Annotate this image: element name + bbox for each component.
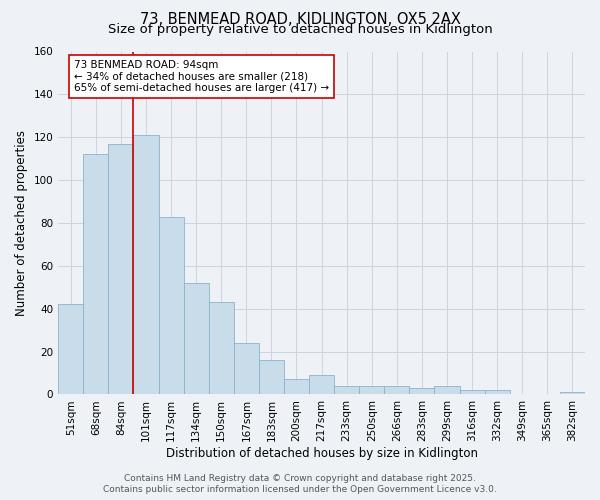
- Bar: [58, 304, 83, 394]
- Bar: [259, 360, 284, 394]
- Text: 73 BENMEAD ROAD: 94sqm
← 34% of detached houses are smaller (218)
65% of semi-de: 73 BENMEAD ROAD: 94sqm ← 34% of detached…: [74, 60, 329, 94]
- Text: Contains HM Land Registry data © Crown copyright and database right 2025.
Contai: Contains HM Land Registry data © Crown c…: [103, 474, 497, 494]
- Bar: [284, 380, 309, 394]
- Bar: [158, 216, 184, 394]
- Bar: [309, 375, 334, 394]
- Text: Size of property relative to detached houses in Kidlington: Size of property relative to detached ho…: [107, 22, 493, 36]
- Bar: [234, 343, 259, 394]
- Bar: [560, 392, 585, 394]
- Bar: [184, 283, 209, 395]
- Text: 73, BENMEAD ROAD, KIDLINGTON, OX5 2AX: 73, BENMEAD ROAD, KIDLINGTON, OX5 2AX: [140, 12, 460, 28]
- Bar: [385, 386, 409, 394]
- Bar: [460, 390, 485, 394]
- Bar: [485, 390, 510, 394]
- Bar: [434, 386, 460, 394]
- Bar: [109, 144, 133, 394]
- Bar: [133, 135, 158, 394]
- X-axis label: Distribution of detached houses by size in Kidlington: Distribution of detached houses by size …: [166, 447, 478, 460]
- Y-axis label: Number of detached properties: Number of detached properties: [15, 130, 28, 316]
- Bar: [334, 386, 359, 394]
- Bar: [409, 388, 434, 394]
- Bar: [209, 302, 234, 394]
- Bar: [83, 154, 109, 394]
- Bar: [359, 386, 385, 394]
